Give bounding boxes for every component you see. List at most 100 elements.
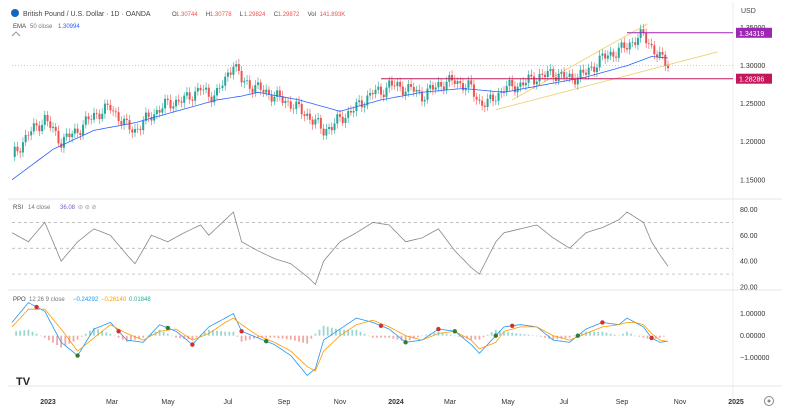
candle-body	[612, 51, 615, 57]
candle-body	[120, 121, 123, 125]
candle-body	[505, 85, 508, 93]
ppo-header: PPO 12 26 9 close −0.24292 −0.26140 0.01…	[13, 297, 151, 303]
candle-body	[451, 75, 454, 81]
ppo-histogram-bar	[142, 335, 145, 338]
candle-body	[207, 87, 210, 97]
candle-body	[235, 64, 238, 67]
ppo-histogram-bar	[392, 335, 395, 339]
ppo-cross-down-dot	[436, 326, 441, 332]
candle-body	[43, 114, 46, 125]
candle-body	[38, 125, 41, 132]
ppo-hist-value: 0.01848	[129, 297, 151, 303]
candle-body	[27, 134, 30, 136]
candle-body	[196, 87, 199, 92]
level-label: 1.28286	[739, 77, 764, 84]
candle-body	[142, 120, 145, 131]
rsi-label[interactable]: RSI	[13, 205, 23, 211]
candle-body	[90, 119, 93, 120]
ppo-histogram-bar	[257, 335, 259, 338]
ppo-histogram-bar	[212, 330, 214, 336]
candle-body	[106, 103, 109, 105]
ppo-histogram-bar	[244, 335, 247, 341]
ppo-histogram-bar	[130, 335, 132, 341]
ppo-histogram-bar	[560, 335, 563, 339]
ppo-histogram-bar	[449, 334, 452, 336]
ppo-histogram-bar	[306, 335, 309, 344]
collapse-icon[interactable]	[11, 31, 21, 37]
time-tick-label: Jul	[224, 399, 233, 406]
candle-body	[626, 48, 628, 50]
candle-body	[93, 112, 95, 120]
ppo-histogram-bar	[339, 329, 341, 336]
ppo-histogram-bar	[113, 335, 116, 337]
ppo-histogram-bar	[540, 335, 542, 337]
candle-body	[267, 89, 270, 95]
ppo-histogram-bar	[359, 331, 362, 336]
symbol-flag-icon	[11, 9, 19, 17]
ppo-histogram-bar	[417, 335, 419, 338]
candle-body	[101, 113, 104, 120]
ppo-histogram-bar	[195, 335, 198, 338]
ppo-histogram-bar	[35, 333, 38, 336]
candle-body	[656, 54, 659, 57]
ppo-histogram-bar	[544, 335, 546, 338]
ppo-label[interactable]: PPO	[13, 297, 26, 303]
symbol-title[interactable]: British Pound / U.S. Dollar · 1D · OANDA	[23, 11, 151, 18]
candle-body	[166, 98, 169, 100]
candle-body	[125, 118, 128, 121]
candle-body	[492, 94, 495, 101]
ohlc-value: 1.30778	[210, 12, 232, 18]
candle-body	[79, 132, 82, 135]
candle-body	[52, 126, 54, 128]
ppo-histogram-bar	[478, 335, 481, 340]
ppo-histogram-bar	[425, 334, 427, 336]
tradingview-logo: TV	[16, 376, 31, 388]
ppo-histogram-bar	[80, 335, 83, 337]
price-tick-label: 1.20000	[740, 139, 765, 146]
ppo-histogram-bar	[56, 335, 58, 346]
candle-body	[172, 106, 175, 109]
candle-body	[579, 69, 582, 78]
candle-body	[639, 29, 642, 38]
ppo-cross-down-dot	[649, 335, 654, 341]
candle-body	[582, 69, 585, 73]
ppo-histogram-bar	[535, 335, 538, 337]
rsi-settings-icon[interactable]: ⊘ ⊘ ⊘	[78, 205, 96, 211]
settings-gear-icon[interactable]	[764, 396, 774, 406]
candle-body	[322, 128, 325, 136]
candle-body	[221, 85, 224, 88]
candle-body	[314, 119, 317, 125]
channel-upper-line	[511, 23, 648, 101]
candle-body	[631, 42, 634, 43]
ppo-histogram-bar	[568, 335, 571, 338]
candle-body	[382, 94, 385, 98]
candle-body	[524, 82, 527, 86]
candle-body	[623, 42, 626, 49]
candle-body	[609, 51, 612, 56]
ohlc-key: H	[206, 12, 210, 18]
level-badge	[736, 73, 772, 84]
candle-body	[103, 103, 106, 114]
ohlc-value: 141.893K	[320, 12, 346, 18]
candle-body	[358, 100, 361, 103]
ppo-value: −0.24292	[73, 297, 99, 303]
ppo-histogram-bar	[281, 335, 284, 339]
ppo-histogram-bar	[322, 325, 325, 336]
candle-body	[620, 42, 623, 48]
price-tick-label: 1.15000	[740, 177, 765, 184]
ppo-histogram-bar	[613, 334, 616, 336]
rsi-tick-label: 60.00	[740, 233, 758, 240]
rsi-line	[11, 211, 669, 286]
candle-body	[440, 81, 443, 87]
ema-label[interactable]: EMA	[13, 24, 26, 30]
ppo-histogram-bar	[48, 335, 50, 341]
rsi-axis: 80.00 60.00 40.00 20.00	[740, 207, 758, 292]
ppo-histogram-bar	[507, 332, 509, 336]
ppo-histogram-bar	[380, 335, 382, 338]
ppo-histogram-bar	[191, 335, 194, 340]
ema-params: 50 close	[30, 24, 53, 30]
ppo-histogram-bar	[490, 332, 493, 336]
candle-body	[522, 82, 525, 86]
candle-body	[254, 85, 257, 93]
